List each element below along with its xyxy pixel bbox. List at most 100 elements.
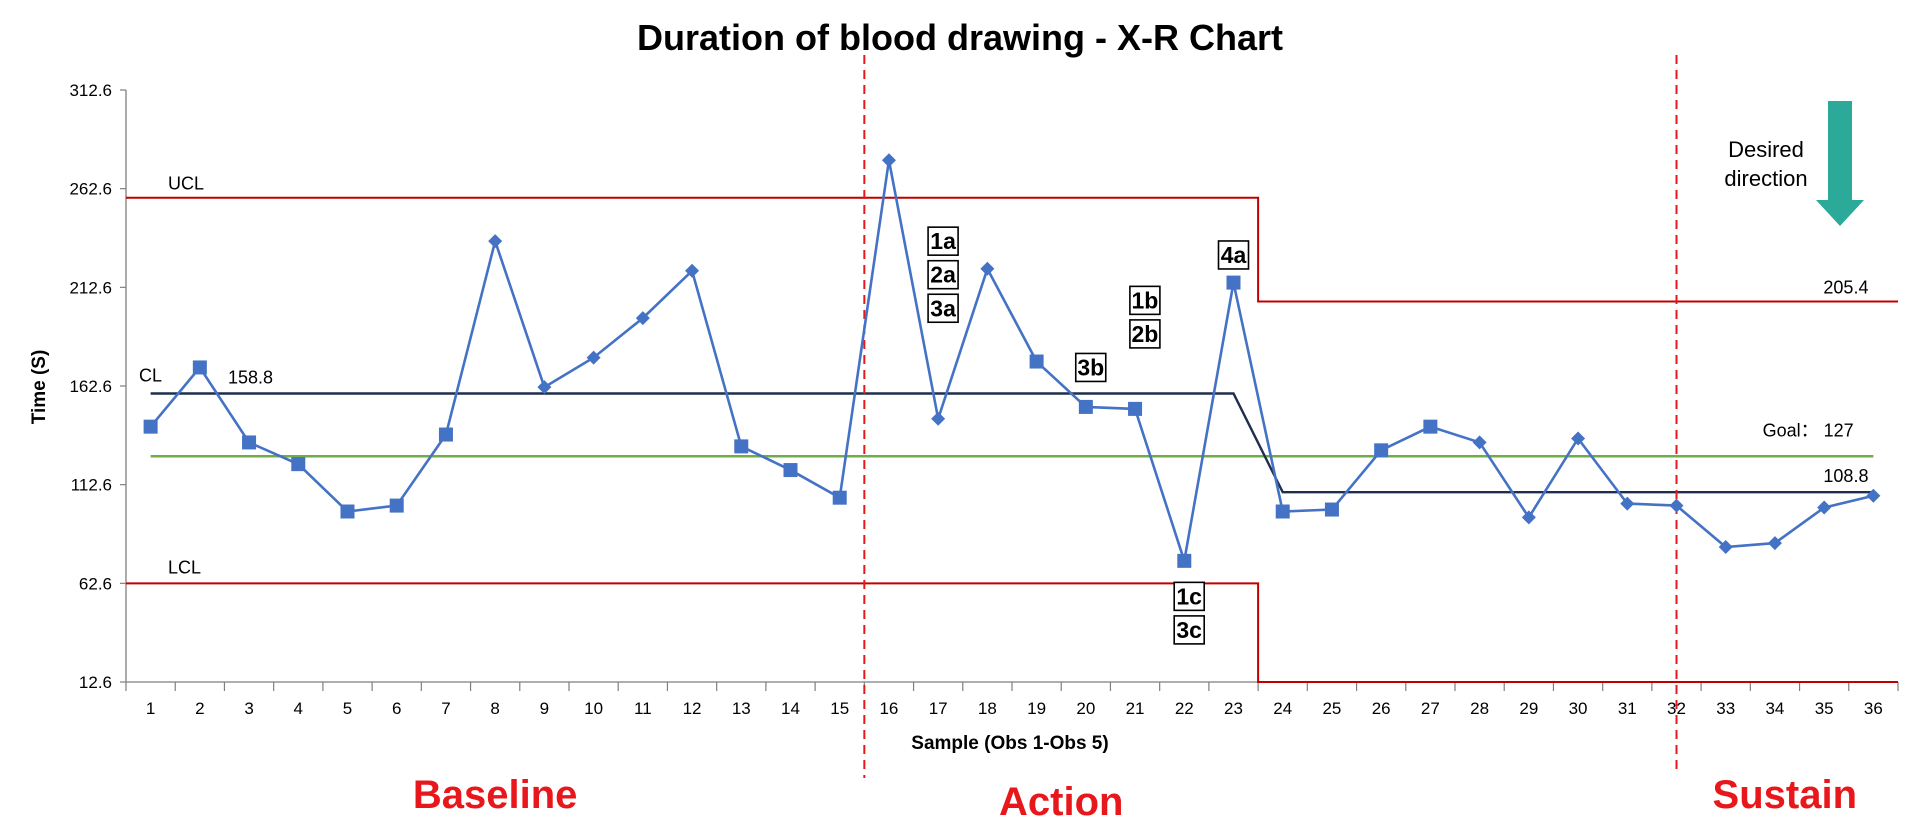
- x-tick-label: 2: [195, 699, 204, 718]
- data-point-marker: [1521, 510, 1536, 525]
- data-point-marker: [1767, 536, 1782, 551]
- data-point-marker: [1177, 553, 1192, 568]
- x-tick-label: 34: [1765, 699, 1784, 718]
- y-tick-label: 62.6: [79, 574, 112, 593]
- data-point-marker: [1571, 431, 1586, 446]
- x-tick-label: 10: [584, 699, 603, 718]
- data-point-marker: [832, 490, 847, 505]
- data-point-marker: [1718, 540, 1733, 555]
- annotation-box: [927, 226, 959, 256]
- data-point-marker: [1128, 401, 1143, 416]
- x-tick-label: 14: [781, 699, 800, 718]
- goal-label: Goal： 127: [1763, 420, 1854, 440]
- lcl-line: [126, 582, 1898, 683]
- control-limits-layer: Goal： 127 UCL 205.4 LCL CL 158.8 108.8: [126, 55, 1898, 778]
- x-tick-label: 20: [1076, 699, 1095, 718]
- x-tick-label: 18: [978, 699, 997, 718]
- cl-phase1-value: 158.8: [228, 367, 273, 387]
- data-point-marker: [685, 263, 700, 278]
- data-point-marker: [734, 439, 749, 454]
- x-tick-label: 28: [1470, 699, 1489, 718]
- lcl-label: LCL: [168, 557, 201, 577]
- y-tick-label: 12.6: [79, 673, 112, 692]
- x-tick-label: 5: [343, 699, 352, 718]
- annotation-box: [927, 293, 959, 324]
- ucl-label: UCL: [168, 174, 204, 194]
- data-point-marker: [1078, 399, 1093, 414]
- annotation-label: 1b: [1131, 287, 1158, 313]
- data-point-marker: [291, 457, 306, 472]
- x-tick-label: 33: [1716, 699, 1735, 718]
- x-tick-label: 24: [1273, 699, 1292, 718]
- x-axis-label: Sample (Obs 1-Obs 5): [911, 733, 1108, 754]
- data-point-marker: [1817, 500, 1832, 515]
- x-tick-label: 26: [1372, 699, 1391, 718]
- data-point-marker: [340, 504, 355, 519]
- cl-label: CL: [139, 365, 162, 385]
- annotations-layer: Baseline Action Sustain 1a 2a 3a 1b 2b 3b 4a 1c 3c D…: [413, 101, 1864, 824]
- ucl-line: [126, 196, 1898, 303]
- cl-line: [150, 392, 1874, 494]
- down-arrow-icon: [1816, 101, 1864, 226]
- x-tick-label: 23: [1224, 699, 1243, 718]
- phase-label: Sustain: [1713, 773, 1857, 817]
- x-tick-label: 30: [1569, 699, 1588, 718]
- data-point-marker: [980, 261, 995, 276]
- x-tick-label: 16: [879, 699, 898, 718]
- annotation-label: 3a: [930, 295, 956, 321]
- x-tick-label: 21: [1126, 699, 1145, 718]
- x-tick-label: 9: [540, 699, 549, 718]
- data-point-marker: [1226, 275, 1241, 290]
- annotation-label: 3b: [1077, 354, 1104, 380]
- data-point-marker: [242, 435, 257, 450]
- annotation-label: 2b: [1131, 321, 1158, 347]
- data-point-marker: [1472, 435, 1487, 450]
- annotation-box: [1173, 615, 1205, 645]
- x-tick-label: 17: [929, 699, 948, 718]
- data-point-marker: [881, 153, 896, 168]
- y-tick-label: 162.6: [69, 377, 112, 396]
- data-point-marker: [438, 427, 453, 442]
- data-point-marker: [488, 234, 503, 249]
- desired-direction-label: direction: [1724, 166, 1807, 191]
- annotation-box: [1129, 319, 1161, 349]
- y-tick-label: 212.6: [69, 278, 112, 297]
- annotation-box: [927, 259, 959, 290]
- chart-title: Duration of blood drawing - X-R Chart: [637, 17, 1283, 58]
- x-tick-label: 19: [1027, 699, 1046, 718]
- x-tick-label: 22: [1175, 699, 1194, 718]
- x-tick-label: 27: [1421, 699, 1440, 718]
- annotation-label: 2a: [930, 262, 956, 288]
- x-tick-label: 25: [1322, 699, 1341, 718]
- x-tick-label: 36: [1864, 699, 1883, 718]
- ucl-phase2-value: 205.4: [1823, 278, 1868, 298]
- annotation-box: [1129, 285, 1161, 316]
- series-line: [149, 160, 1874, 562]
- data-point-marker: [931, 411, 946, 426]
- data-point-marker: [1374, 443, 1389, 458]
- data-point-marker: [783, 463, 798, 478]
- annotation-label: 1a: [930, 228, 956, 254]
- annotation-label: 3c: [1176, 617, 1202, 643]
- data-point-marker: [192, 360, 207, 375]
- x-tick-label: 8: [490, 699, 499, 718]
- data-point-marker: [635, 311, 650, 326]
- phase-label: Action: [999, 780, 1123, 824]
- data-point-marker: [143, 419, 158, 434]
- x-tick-label: 31: [1618, 699, 1637, 718]
- desired-direction-label: Desired: [1728, 137, 1804, 162]
- data-point-marker: [1620, 496, 1635, 511]
- data-point-marker: [1866, 488, 1881, 503]
- annotation-box: [1074, 352, 1107, 383]
- x-tick-label: 12: [683, 699, 702, 718]
- y-tick-label: 312.6: [69, 81, 112, 100]
- x-tick-label: 15: [830, 699, 849, 718]
- data-point-marker: [1275, 504, 1290, 519]
- x-tick-label: 35: [1815, 699, 1834, 718]
- data-point-marker: [1029, 354, 1044, 369]
- x-tick-label: 4: [294, 699, 303, 718]
- x-tick-label: 3: [244, 699, 253, 718]
- y-tick-label: 262.6: [69, 180, 112, 199]
